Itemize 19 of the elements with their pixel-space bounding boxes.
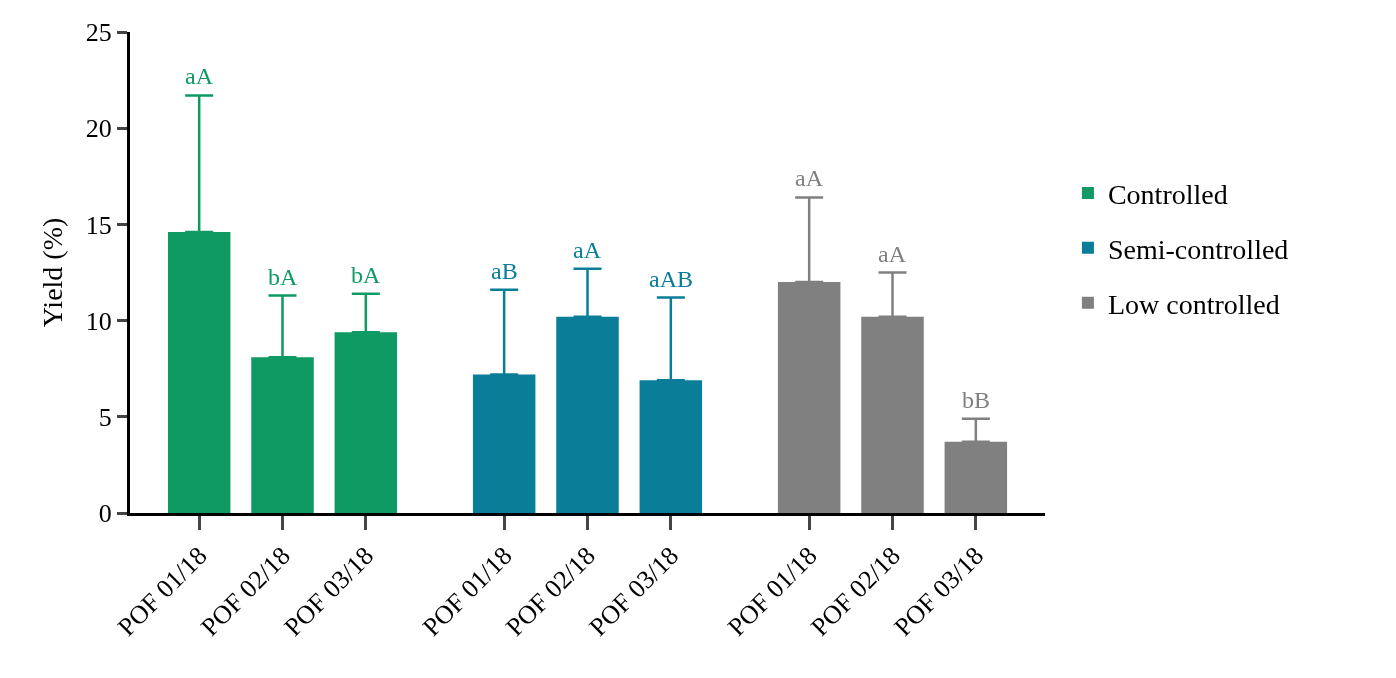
y-tick-label: 25	[85, 18, 112, 48]
y-tick-label: 0	[98, 499, 112, 529]
annotation: aB	[491, 258, 518, 284]
legend-label: Semi-controlled	[1107, 233, 1289, 265]
legend-label: Low controlled	[1107, 288, 1280, 320]
annotation: aA	[185, 63, 214, 89]
y-tick-label: 5	[98, 402, 112, 432]
annotation: aA	[573, 237, 602, 263]
y-axis-title: Yield (%)	[37, 217, 68, 328]
annotation: bB	[962, 387, 991, 413]
annotation: aA	[795, 165, 824, 191]
annotation: bA	[268, 264, 298, 290]
legend-label: Controlled	[1107, 178, 1228, 210]
y-tick-label: 20	[85, 114, 112, 144]
y-tick-label: 15	[85, 210, 112, 240]
annotation: aAB	[649, 266, 693, 292]
annotation: aA	[878, 241, 907, 267]
annotation: bA	[351, 262, 381, 288]
y-tick-label: 10	[85, 306, 112, 336]
